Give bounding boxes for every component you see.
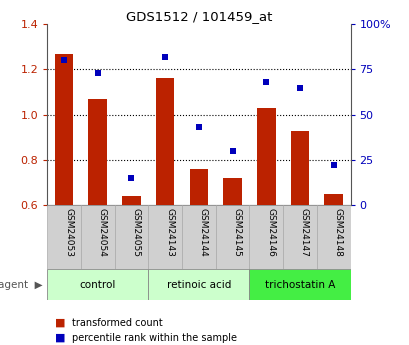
Text: transformed count: transformed count — [72, 318, 162, 327]
Bar — [155, 78, 174, 205]
Bar — [215, 205, 249, 269]
Bar — [81, 205, 114, 269]
Text: control: control — [79, 280, 116, 289]
Text: agent  ▶: agent ▶ — [0, 280, 43, 289]
Bar — [88, 99, 107, 205]
Text: GSM24147: GSM24147 — [299, 208, 308, 257]
Bar — [283, 205, 316, 269]
Text: GSM24145: GSM24145 — [232, 208, 241, 257]
Text: GSM24146: GSM24146 — [265, 208, 274, 257]
Text: GSM24148: GSM24148 — [333, 208, 342, 257]
Bar — [249, 269, 350, 300]
Bar — [148, 269, 249, 300]
Text: GSM24143: GSM24143 — [165, 208, 174, 257]
Bar — [182, 205, 215, 269]
Text: retinoic acid: retinoic acid — [166, 280, 231, 289]
Bar — [324, 194, 342, 205]
Text: ■: ■ — [55, 333, 66, 343]
Bar — [47, 205, 81, 269]
Text: GSM24054: GSM24054 — [97, 208, 106, 257]
Text: GSM24144: GSM24144 — [198, 208, 207, 257]
Text: GSM24055: GSM24055 — [131, 208, 140, 257]
Bar — [256, 108, 275, 205]
Text: percentile rank within the sample: percentile rank within the sample — [72, 333, 236, 343]
Bar — [114, 205, 148, 269]
Bar — [189, 169, 208, 205]
Bar — [316, 205, 350, 269]
Text: trichostatin A: trichostatin A — [264, 280, 334, 289]
Bar — [290, 130, 308, 205]
Bar — [148, 205, 182, 269]
Text: ■: ■ — [55, 318, 66, 327]
Bar — [122, 196, 140, 205]
Title: GDS1512 / 101459_at: GDS1512 / 101459_at — [125, 10, 272, 23]
Bar — [223, 178, 241, 205]
Bar — [55, 53, 73, 205]
Bar — [47, 269, 148, 300]
Bar — [249, 205, 283, 269]
Text: GSM24053: GSM24053 — [64, 208, 73, 257]
